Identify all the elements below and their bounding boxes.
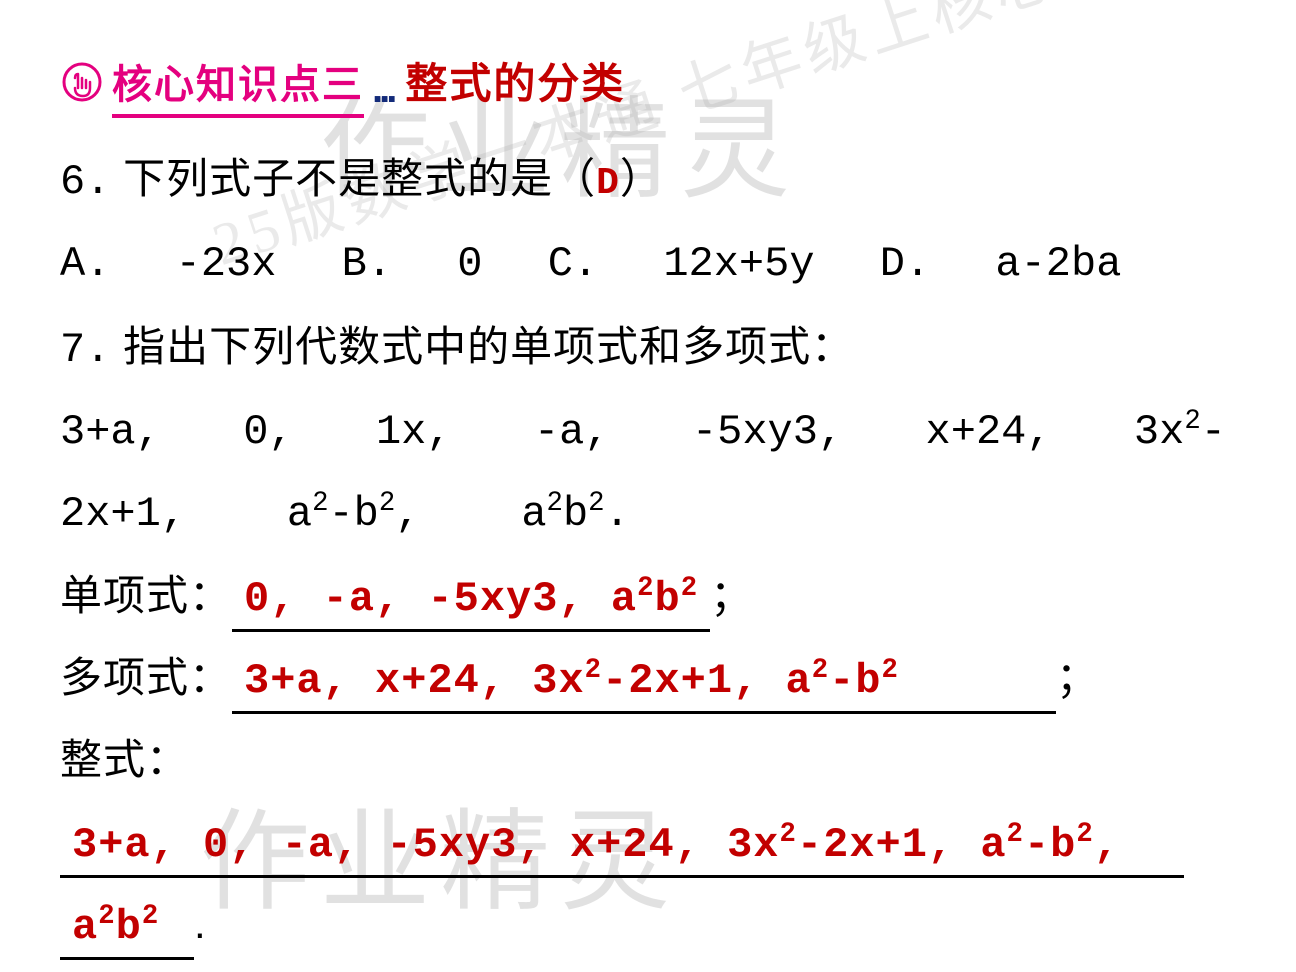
- q6-option-c: C. 12x+5y: [548, 240, 815, 288]
- q7-monomial-line: 单项式： 0, -a, -5xy3, a2b2 ；: [60, 555, 1256, 637]
- q7-expr-3: 1x,: [376, 392, 452, 474]
- q7-number: 7.: [60, 326, 110, 374]
- integral-blank-1: 3+a, 0, -a, -5xy3, x+24, 3x2-2x+1, a2-b2…: [60, 813, 1184, 878]
- q6-number: 6.: [60, 158, 110, 206]
- q7-expr-7: 3x2-: [1134, 392, 1226, 474]
- q6-stem-close: ）: [620, 155, 663, 202]
- page-root: 作业精灵 25版数学一本通 七年级上核心版 作业精灵 核心知识点三 ... 整式…: [0, 0, 1296, 972]
- integral-label: 整式：: [60, 736, 189, 783]
- q6-options-row: A. -23x B. 0 C. 12x+5y D. a-2ba: [60, 224, 1256, 306]
- monomial-answer: 0, -a, -5xy3, a2b2: [244, 575, 698, 623]
- monomial-tail: ；: [710, 572, 753, 619]
- integral-answer-2: a2b2: [72, 903, 159, 951]
- q6-option-b: B. 0: [342, 240, 483, 288]
- header-dots: ...: [372, 67, 393, 112]
- q7-polynomial-line: 多项式： 3+a, x+24, 3x2-2x+1, a2-b2 ；: [60, 637, 1256, 719]
- section-title: 整式的分类: [405, 50, 625, 111]
- q7-expr-8: 2x+1,: [60, 490, 186, 538]
- q7-expr-2: 0,: [243, 392, 293, 474]
- q7-expr-1: 3+a,: [60, 392, 161, 474]
- q7-integral-line1: 整式： 3+a, 0, -a, -5xy3, x+24, 3x2-2x+1, a2…: [60, 719, 1256, 883]
- q6-option-d: D. a-2ba: [880, 240, 1122, 288]
- q7-integral-line2: a2b2.: [60, 883, 1256, 965]
- polynomial-label: 多项式：: [60, 654, 232, 701]
- q7-stem-line: 7. 指出下列代数式中的单项式和多项式：: [60, 306, 1256, 392]
- q7-stem: 指出下列代数式中的单项式和多项式：: [123, 323, 854, 370]
- q6-stem: 下列式子不是整式的是（: [123, 155, 596, 202]
- monomial-blank: 0, -a, -5xy3, a2b2: [232, 567, 710, 632]
- q7-expr-line2: 2x+1, a2-b2, a2b2.: [60, 474, 1256, 556]
- hand-pointer-icon: [60, 60, 104, 104]
- integral-answer-1: 3+a, 0, -a, -5xy3, x+24, 3x2-2x+1, a2-b2…: [72, 821, 1120, 869]
- polynomial-tail: ；: [1056, 654, 1099, 701]
- polynomial-blank: 3+a, x+24, 3x2-2x+1, a2-b2: [232, 649, 1056, 714]
- integral-blank-2: a2b2: [60, 895, 194, 960]
- q6-answer: D: [596, 162, 620, 205]
- section-label: 核心知识点三: [112, 52, 364, 118]
- q7-expr-5: -5xy3,: [692, 392, 843, 474]
- q7-expr-10: a2b2.: [521, 490, 629, 538]
- q6-option-a: A. -23x: [60, 240, 276, 288]
- section-header: 核心知识点三 ... 整式的分类: [60, 50, 1256, 118]
- q7-expr-4: -a,: [534, 392, 610, 474]
- q7-expr-line1: 3+a, 0, 1x, -a, -5xy3, x+24, 3x2-: [60, 392, 1256, 474]
- monomial-label: 单项式：: [60, 572, 232, 619]
- q6-stem-line: 6. 下列式子不是整式的是（D）: [60, 138, 1256, 224]
- integral-tail: .: [194, 900, 207, 947]
- q7-expr-9: a2-b2,: [287, 490, 421, 538]
- q7-expr-6: x+24,: [926, 392, 1052, 474]
- polynomial-answer: 3+a, x+24, 3x2-2x+1, a2-b2: [244, 657, 899, 705]
